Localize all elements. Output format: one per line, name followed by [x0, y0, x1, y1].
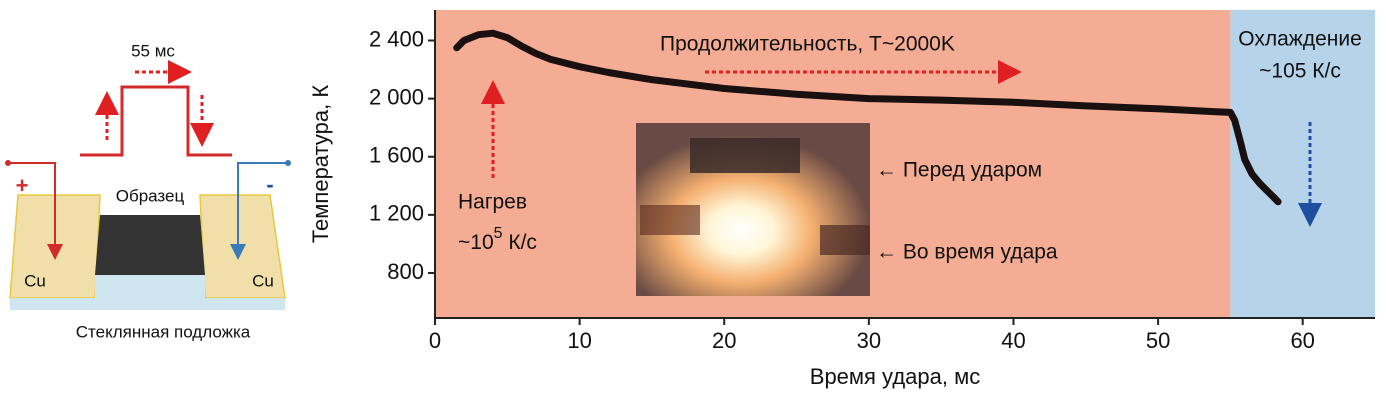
photo-rod	[690, 138, 800, 173]
annotation-part: ~10	[458, 231, 494, 254]
region	[1230, 10, 1375, 318]
terminal	[5, 160, 11, 166]
annotation: Нагрев	[458, 191, 527, 214]
sample-label: Образец	[116, 186, 185, 205]
plot-area: ← Перед ударом ← Во время удара 2 400 2 000…	[308, 10, 1375, 389]
x-tick-label: 30	[857, 328, 881, 353]
plus-sign: +	[16, 173, 29, 198]
cu-label: Cu	[252, 271, 274, 290]
x-tick-label: 0	[429, 328, 441, 353]
photo	[636, 123, 870, 296]
x-tick-label: 10	[567, 328, 591, 353]
x-tick-label: 50	[1146, 328, 1170, 353]
annotation-part: К/с	[503, 231, 537, 254]
wire	[8, 162, 63, 260]
wire	[230, 162, 288, 260]
schematic: 55 мс + - Образец Cu Cu Стеклянная подло…	[5, 41, 291, 341]
annotation: Охлаждение	[1238, 28, 1362, 51]
y-tick-label: 2 000	[369, 84, 424, 109]
substrate-label: Стеклянная подложка	[76, 322, 251, 341]
data-line	[453, 29, 1282, 206]
photo-label: ← Во время удара	[876, 241, 1058, 264]
glass	[10, 298, 285, 310]
pulse-label: 55 мс	[131, 41, 175, 60]
terminal	[285, 160, 291, 166]
y-tick-label: 800	[387, 259, 424, 284]
photo-label: ← Перед ударом	[876, 159, 1042, 182]
annotation-sup: 5	[494, 225, 503, 242]
y-axis-label: Температура, К	[308, 85, 333, 243]
annotation: ~105 К/с	[458, 225, 537, 253]
y-tick-label: 1 200	[369, 201, 424, 226]
x-tick-label: 40	[1001, 328, 1025, 353]
y-tick-label: 2 400	[369, 26, 424, 51]
pulse-shape	[80, 85, 232, 157]
x-axis-label: Время удара, мс	[810, 364, 980, 389]
photo-rod	[820, 225, 870, 255]
annotation: Продолжительность, T~2000K	[660, 33, 955, 56]
annotation: ~105 К/с	[1259, 60, 1341, 83]
x-tick-label: 20	[712, 328, 736, 353]
sample	[95, 215, 205, 275]
y-tick-label: 1 600	[369, 143, 424, 168]
cu-label: Cu	[24, 271, 46, 290]
x-tick-label: 60	[1290, 328, 1314, 353]
photo-rod	[640, 205, 700, 235]
minus-sign: -	[266, 172, 273, 197]
